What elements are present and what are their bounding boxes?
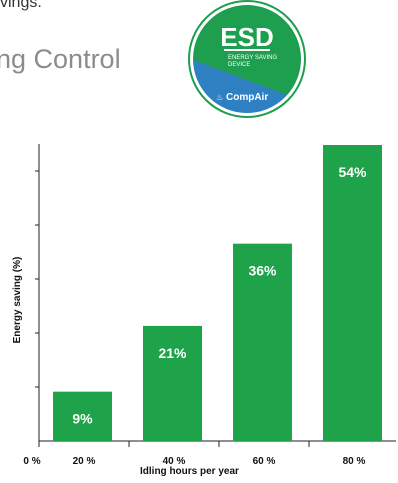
badge-line-2: DEVICE bbox=[228, 62, 250, 68]
bar-1 bbox=[53, 391, 112, 441]
bar-data-label-1: 9% bbox=[72, 411, 93, 427]
x-tick-label-3: 60 % bbox=[253, 456, 276, 467]
x-tick-label-2: 40 % bbox=[163, 456, 186, 467]
badge-title: ESD bbox=[220, 22, 273, 52]
x-axis-label: Idling hours per year bbox=[140, 466, 239, 477]
bar-data-label-4: 54% bbox=[338, 164, 367, 180]
bar-data-label-2: 21% bbox=[158, 345, 187, 361]
bar-3 bbox=[233, 243, 292, 441]
badge-blue-field bbox=[192, 58, 302, 114]
y-axis-label-wrap: Energy saving (%) bbox=[8, 257, 28, 344]
x-tick-label-1: 20 % bbox=[73, 456, 96, 467]
x-origin-label: 0 % bbox=[23, 456, 40, 467]
energy-saving-bar-chart: 0 % 9% 20 % 21% 40 % 36% 60 % 54% 80 % bbox=[23, 144, 396, 467]
esd-badge-logo: ESD ENERGY SAVING DEVICE ♨ CompAir bbox=[188, 0, 306, 118]
bar-2 bbox=[143, 325, 202, 441]
intro-text-fragment: vings. bbox=[0, 0, 42, 11]
badge-brand: CompAir bbox=[226, 92, 268, 103]
y-axis-label: Energy saving (%) bbox=[12, 256, 23, 344]
bar-data-label-3: 36% bbox=[248, 263, 277, 279]
x-tick-label-4: 80 % bbox=[343, 456, 366, 467]
section-title: ng Control bbox=[0, 44, 121, 74]
badge-brand-icon: ♨ bbox=[216, 93, 223, 102]
badge-line-1: ENERGY SAVING bbox=[228, 55, 277, 61]
bar-4 bbox=[323, 145, 382, 441]
